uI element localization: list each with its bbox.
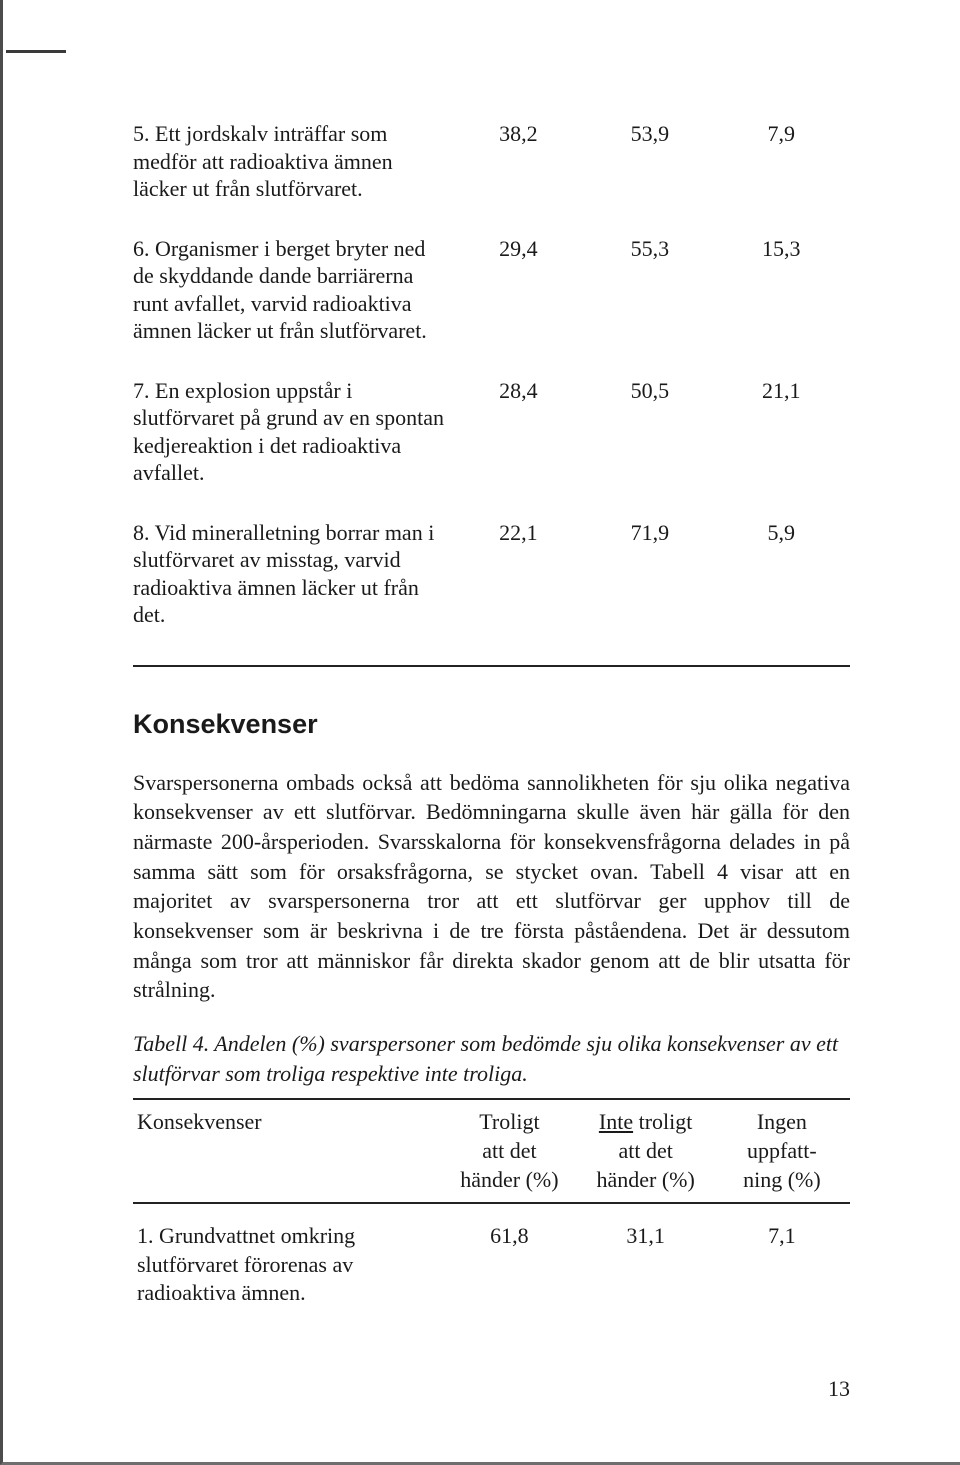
header-text: troligt	[633, 1109, 692, 1134]
row-value: 21,1	[719, 377, 850, 519]
header-text: att det	[618, 1138, 672, 1163]
row-label: 8. Vid mineralletning borrar man i slutf…	[133, 519, 456, 661]
header-cell: Konsekvenser	[133, 1099, 441, 1203]
document-page: 5. Ett jordskalv inträffar som medför at…	[0, 0, 960, 1465]
header-text: ning (%)	[743, 1167, 821, 1192]
row-label: 1. Grundvattnet omkring slutförvaret för…	[133, 1203, 441, 1314]
row-value: 71,9	[587, 519, 718, 661]
row-value: 7,9	[719, 120, 850, 235]
page-number: 13	[828, 1376, 850, 1402]
header-cell: Ingen uppfatt- ning (%)	[714, 1099, 850, 1203]
header-cell: Troligt att det händer (%)	[441, 1099, 577, 1203]
table-row: 6. Organismer i berget bryter ned de sky…	[133, 235, 850, 377]
header-text: Troligt	[479, 1109, 539, 1134]
row-value: 53,9	[587, 120, 718, 235]
row-value: 22,1	[456, 519, 587, 661]
table-row: 1. Grundvattnet omkring slutförvaret för…	[133, 1203, 850, 1314]
row-label: 7. En explosion uppstår i slutförvaret p…	[133, 377, 456, 519]
body-paragraph: Svarspersonerna ombads också att bedöma …	[133, 768, 850, 1006]
row-value: 31,1	[578, 1203, 714, 1314]
causes-table-continuation: 5. Ett jordskalv inträffar som medför at…	[133, 120, 850, 661]
row-value: 61,8	[441, 1203, 577, 1314]
header-text: händer (%)	[460, 1167, 558, 1192]
row-value: 38,2	[456, 120, 587, 235]
horizontal-rule	[133, 665, 850, 667]
header-cell: Inte troligt att det händer (%)	[578, 1099, 714, 1203]
header-text-underline: Inte	[599, 1109, 633, 1134]
row-value: 29,4	[456, 235, 587, 377]
row-value: 28,4	[456, 377, 587, 519]
row-value: 7,1	[714, 1203, 850, 1314]
table-row: 7. En explosion uppstår i slutförvaret p…	[133, 377, 850, 519]
table-row: 5. Ett jordskalv inträffar som medför at…	[133, 120, 850, 235]
table-row: 8. Vid mineralletning borrar man i slutf…	[133, 519, 850, 661]
row-value: 50,5	[587, 377, 718, 519]
header-text: händer (%)	[596, 1167, 694, 1192]
consequences-table: Konsekvenser Troligt att det händer (%) …	[133, 1098, 850, 1314]
row-value: 15,3	[719, 235, 850, 377]
row-label: 6. Organismer i berget bryter ned de sky…	[133, 235, 456, 377]
header-text: Ingen	[757, 1109, 807, 1134]
row-value: 55,3	[587, 235, 718, 377]
row-label: 5. Ett jordskalv inträffar som medför at…	[133, 120, 456, 235]
table-header-row: Konsekvenser Troligt att det händer (%) …	[133, 1099, 850, 1203]
section-heading: Konsekvenser	[133, 709, 850, 740]
header-text: att det	[482, 1138, 536, 1163]
row-value: 5,9	[719, 519, 850, 661]
header-text: uppfatt-	[747, 1138, 817, 1163]
table-caption: Tabell 4. Andelen (%) svarspersoner som …	[133, 1029, 850, 1088]
